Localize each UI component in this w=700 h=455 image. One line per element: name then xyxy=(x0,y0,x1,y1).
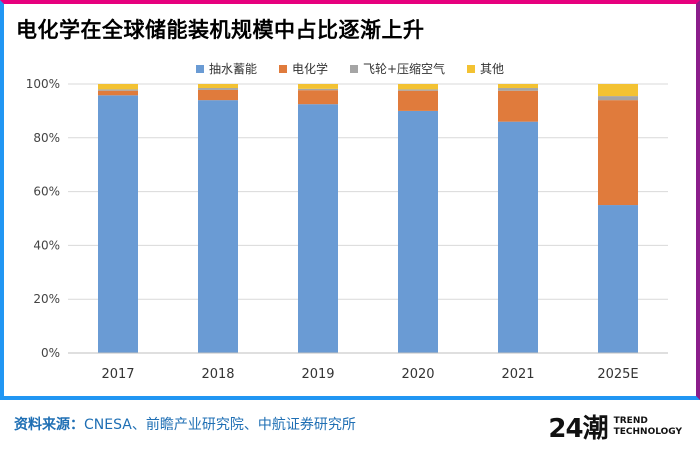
y-tick-label: 40% xyxy=(33,238,60,252)
bar-segment-electrochemical xyxy=(498,90,538,122)
bar-segment-flywheel xyxy=(398,89,438,91)
x-tick-label: 2019 xyxy=(301,367,334,382)
source-note: 资料来源：CNESA、前瞻产业研究院、中航证券研究所 xyxy=(14,414,356,434)
bar-segment-electrochemical xyxy=(398,90,438,111)
legend-swatch-other xyxy=(467,64,476,73)
y-tick-label: 0% xyxy=(41,346,60,360)
footer: 资料来源：CNESA、前瞻产业研究院、中航证券研究所 24潮 TREND TEC… xyxy=(0,400,700,455)
x-tick-label: 2025E xyxy=(597,367,638,382)
source-text: CNESA、前瞻产业研究院、中航证券研究所 xyxy=(84,417,356,433)
bar-segment-other xyxy=(598,84,638,97)
bar-segment-other xyxy=(498,84,538,89)
stacked-bar-chart: 0% 20% 40% 60% 80% 100% 2017 2018 2019 2020 2021 20… xyxy=(26,77,668,382)
bar-segment-other xyxy=(198,84,238,89)
bar-segment-other xyxy=(398,84,438,90)
legend-swatch-electrochemical xyxy=(278,64,287,73)
bar-segment-flywheel xyxy=(498,88,538,91)
bar-segment-pumped-hydro xyxy=(198,100,238,353)
bar-segment-pumped-hydro xyxy=(598,205,638,353)
legend-item-flywheel: 飞轮+压缩空气 xyxy=(349,60,446,77)
bar-segment-flywheel xyxy=(98,89,138,91)
bar-segment-pumped-hydro xyxy=(498,121,538,353)
y-tick-label: 80% xyxy=(33,131,60,145)
bar-segment-flywheel xyxy=(598,96,638,101)
logo-line-1: TREND xyxy=(613,415,648,426)
source-label: 资料来源： xyxy=(14,417,84,433)
logo-mark: 24潮 xyxy=(548,414,608,444)
legend-swatch-flywheel xyxy=(349,64,358,73)
chart-title: 电化学在全球储能装机规模中占比逐渐上升 xyxy=(16,18,425,42)
y-tick-label: 60% xyxy=(33,185,60,199)
bar-segment-electrochemical xyxy=(98,90,138,96)
brand-logo: 24潮 TREND TECHNOLOGY xyxy=(548,408,682,445)
logo-line-2: TECHNOLOGY xyxy=(613,426,682,437)
bar-segment-flywheel xyxy=(198,88,238,90)
bar-segment-electrochemical xyxy=(198,89,238,101)
bar-segment-other xyxy=(98,84,138,90)
legend-swatch-pumped-hydro xyxy=(195,64,204,73)
bar-segment-pumped-hydro xyxy=(398,110,438,354)
x-tick-label: 2017 xyxy=(101,367,134,382)
legend-item-electrochemical: 电化学 xyxy=(278,60,328,77)
bar-segment-other xyxy=(298,84,338,89)
y-tick-label: 20% xyxy=(33,292,60,306)
legend: 抽水蓄能 电化学 飞轮+压缩空气 其他 xyxy=(0,60,700,77)
legend-item-pumped-hydro: 抽水蓄能 xyxy=(195,60,257,77)
logo-text: TREND TECHNOLOGY xyxy=(614,416,682,438)
legend-label: 抽水蓄能 xyxy=(208,62,257,76)
legend-item-other: 其他 xyxy=(467,60,504,77)
bar-segment-electrochemical xyxy=(598,100,638,206)
x-tick-label: 2020 xyxy=(401,367,434,382)
legend-label: 飞轮+压缩空气 xyxy=(362,62,446,76)
x-tick-label: 2018 xyxy=(201,367,234,382)
legend-label: 其他 xyxy=(480,62,505,76)
y-tick-label: 100% xyxy=(26,77,60,91)
x-tick-label: 2021 xyxy=(501,367,534,382)
bar-segment-flywheel xyxy=(298,88,338,91)
legend-label: 电化学 xyxy=(291,62,328,76)
bar-segment-pumped-hydro xyxy=(298,104,338,353)
bar-segment-pumped-hydro xyxy=(98,95,138,353)
bar-segment-electrochemical xyxy=(298,90,338,105)
